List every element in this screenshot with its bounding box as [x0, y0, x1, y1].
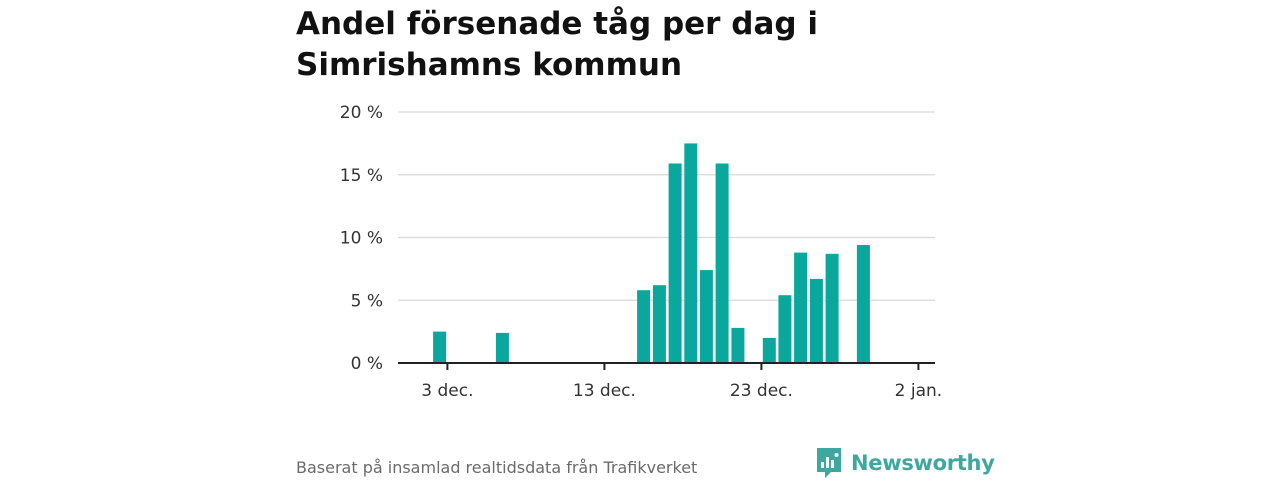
x-axis-ticks: 3 dec. 13 dec. 23 dec. 2 jan.	[421, 363, 942, 401]
x-tick-label: 13 dec.	[573, 381, 636, 401]
chart-title: Andel försenade tåg per dag i Simrishamn…	[296, 6, 818, 83]
bar	[809, 278, 823, 363]
bar	[495, 332, 509, 363]
bar	[433, 331, 447, 363]
x-tick-label: 3 dec.	[421, 381, 473, 401]
bar	[856, 245, 870, 363]
newsworthy-logo-icon	[817, 448, 841, 478]
bar	[684, 143, 698, 363]
bar	[778, 295, 792, 363]
y-tick-label: 0 %	[351, 354, 383, 374]
bar	[668, 163, 682, 363]
x-tick-label: 2 jan.	[895, 381, 943, 401]
source-note: Baserat på insamlad realtidsdata från Tr…	[296, 458, 698, 477]
bar	[715, 163, 729, 363]
bar	[699, 270, 713, 363]
y-tick-label: 20 %	[340, 103, 383, 123]
bar	[652, 285, 666, 363]
y-axis-ticks: 0 % 5 % 10 % 15 % 20 %	[340, 103, 383, 374]
brand-logo: Newsworthy	[815, 446, 995, 480]
bar	[825, 253, 839, 363]
bar	[731, 327, 745, 363]
x-tick-label: 23 dec.	[730, 381, 793, 401]
brand-name: Newsworthy	[851, 451, 995, 475]
gridlines	[398, 111, 935, 301]
bar	[637, 290, 651, 363]
y-tick-label: 5 %	[351, 291, 383, 311]
bar	[794, 252, 808, 363]
bar	[762, 337, 776, 363]
bars	[433, 143, 870, 363]
y-tick-label: 15 %	[340, 166, 383, 186]
y-tick-label: 10 %	[340, 229, 383, 249]
